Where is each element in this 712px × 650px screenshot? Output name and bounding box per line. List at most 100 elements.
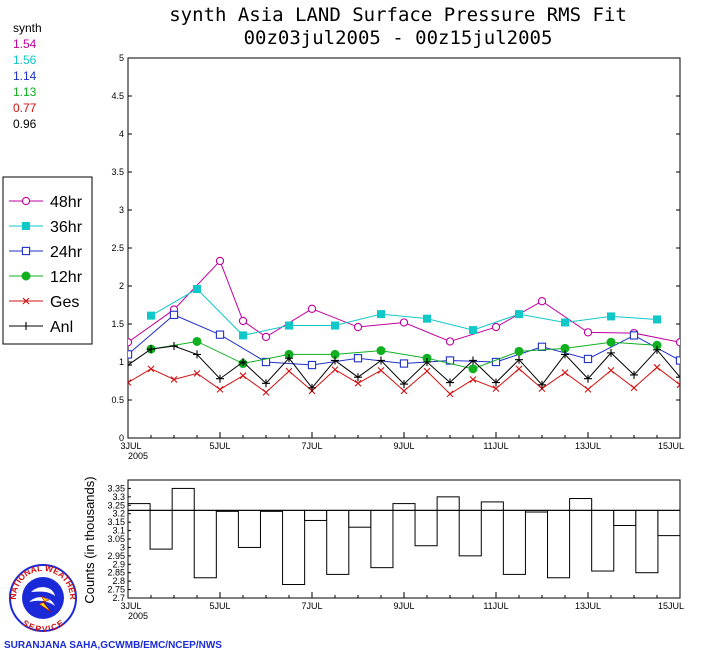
y-tick-label: 1: [119, 357, 124, 367]
series-anl: [128, 342, 680, 392]
legend-swatch-marker: [22, 322, 30, 330]
series-h48: [128, 256, 680, 347]
y-tick-label: 3.05: [107, 534, 125, 544]
x-tick-label: 7JUL: [301, 441, 322, 451]
legend-label: 36hr: [50, 219, 83, 236]
data-point-h24: [583, 354, 593, 364]
data-point-h12: [514, 346, 524, 356]
data-point-anl: [469, 356, 477, 365]
data-point-ges: [170, 376, 178, 383]
data-point-ges: [331, 366, 339, 373]
data-point-h12: [192, 336, 202, 346]
legend-swatch-marker: [22, 222, 30, 230]
count-bar: [547, 509, 571, 579]
legend-label: 48hr: [50, 194, 83, 211]
stats-label: synth: [13, 21, 42, 35]
data-point-h24: [128, 350, 133, 359]
data-point-ges: [239, 372, 247, 380]
data-point-h48: [491, 322, 501, 332]
x-tick-label: 15JUL: [658, 601, 684, 611]
data-point-anl: [216, 374, 224, 383]
data-point-ges: [446, 390, 454, 398]
series-line-h12: [150, 340, 658, 370]
legend-item-h12: 12hr: [9, 269, 83, 286]
stat-ges: 0.77: [13, 101, 37, 115]
series-line-h36: [150, 288, 658, 336]
y-tick-label: 3.3: [112, 492, 125, 502]
data-point-anl: [446, 378, 454, 387]
legend-item-h24: 24hr: [9, 244, 83, 261]
legend-label: Ges: [50, 294, 79, 311]
data-point-h24: [215, 330, 225, 339]
data-point-h24: [399, 359, 409, 368]
data-point-h24: [169, 310, 179, 320]
y-tick-label: 3.2: [112, 509, 125, 519]
data-point-h36: [653, 315, 661, 324]
top-series-group: [128, 256, 680, 398]
x-tick-year: 2005: [128, 611, 148, 621]
legend-frame: [2, 176, 93, 345]
data-point-anl: [262, 379, 270, 388]
y-tick-label: 2.8: [112, 576, 125, 586]
y-tick-label: 3.25: [107, 500, 125, 510]
data-point-h24: [537, 342, 547, 351]
y-tick-label: 4.5: [111, 91, 124, 101]
data-point-h48: [238, 316, 248, 326]
data-point-h48: [675, 338, 680, 347]
count-bar: [502, 509, 526, 575]
data-point-ges: [377, 366, 385, 374]
y-tick-label: 0.5: [111, 395, 124, 405]
data-point-ges: [630, 384, 638, 392]
top-y-axis: 0 0.5 1 1.5 2 2.5 3 3.5 4 4.5 5: [111, 53, 680, 443]
y-tick-label: 3.1: [112, 526, 125, 536]
data-point-anl: [423, 358, 431, 366]
x-tick-label: 11JUL: [483, 441, 508, 451]
x-tick-label: 3JUL: [120, 441, 141, 451]
series-h12: [146, 336, 662, 374]
legend-swatch-marker: [21, 271, 31, 281]
x-tick-label: 11JUL: [483, 601, 508, 611]
series-h24: [128, 310, 680, 370]
x-tick-label: 13JUL: [575, 441, 601, 451]
data-point-anl: [653, 345, 661, 354]
y-tick-label: 5: [119, 53, 124, 63]
count-bar: [304, 509, 328, 521]
count-bar: [127, 503, 151, 511]
y-tick-label: 2.75: [107, 585, 125, 595]
data-point-h36: [377, 310, 385, 319]
data-point-h36: [285, 321, 293, 330]
series-ges: [128, 363, 680, 398]
x-tick-label: 5JUL: [209, 441, 230, 451]
data-point-h36: [561, 318, 569, 327]
count-bar: [569, 498, 593, 511]
count-bar: [237, 509, 261, 548]
stats-panel: synth 1.54 1.56 1.14 1.13 0.77 0.96: [13, 21, 42, 131]
count-bar: [348, 509, 372, 528]
data-point-ges: [400, 387, 408, 395]
legend-item-h48: 48hr: [9, 194, 83, 211]
count-bar: [591, 509, 615, 572]
data-point-h48: [445, 337, 455, 346]
data-point-h36: [607, 312, 615, 321]
data-point-h36: [515, 310, 523, 319]
data-point-ges: [653, 363, 661, 371]
data-point-ges: [515, 365, 523, 373]
x-tick-label: 9JUL: [393, 601, 414, 611]
data-point-ges: [147, 365, 155, 373]
series-line-h48: [128, 259, 680, 343]
y-tick-label: 3.5: [111, 167, 124, 177]
data-point-h24: [261, 357, 271, 367]
data-point-h48: [261, 332, 271, 342]
data-point-h24: [445, 356, 455, 365]
data-point-h48: [353, 322, 363, 332]
y-tick-label: 3.35: [107, 483, 125, 493]
data-point-ges: [676, 381, 680, 389]
data-point-ges: [584, 385, 592, 393]
data-point-anl: [630, 370, 638, 379]
data-point-anl: [239, 358, 247, 366]
data-point-ges: [492, 385, 500, 392]
y-tick-label: 3: [120, 542, 125, 552]
data-point-h36: [239, 331, 247, 340]
data-point-h48: [128, 338, 133, 347]
